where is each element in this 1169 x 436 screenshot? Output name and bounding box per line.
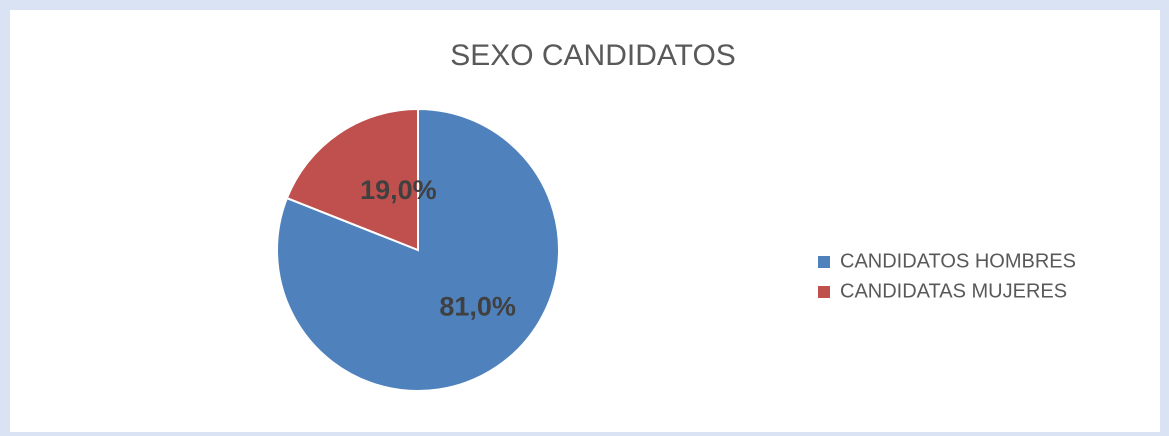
legend-swatch [818, 256, 830, 268]
chart-area [10, 10, 1160, 432]
legend-label: CANDIDATOS HOMBRES [840, 250, 1076, 272]
data-label: 19,0% [360, 175, 437, 205]
data-label: 81,0% [439, 291, 516, 321]
pie-slice [285, 107, 419, 252]
legend-label: CANDIDATAS MUJERES [840, 280, 1067, 302]
legend-swatch [818, 286, 830, 298]
chart-title: SEXO CANDIDATOS [450, 39, 736, 72]
